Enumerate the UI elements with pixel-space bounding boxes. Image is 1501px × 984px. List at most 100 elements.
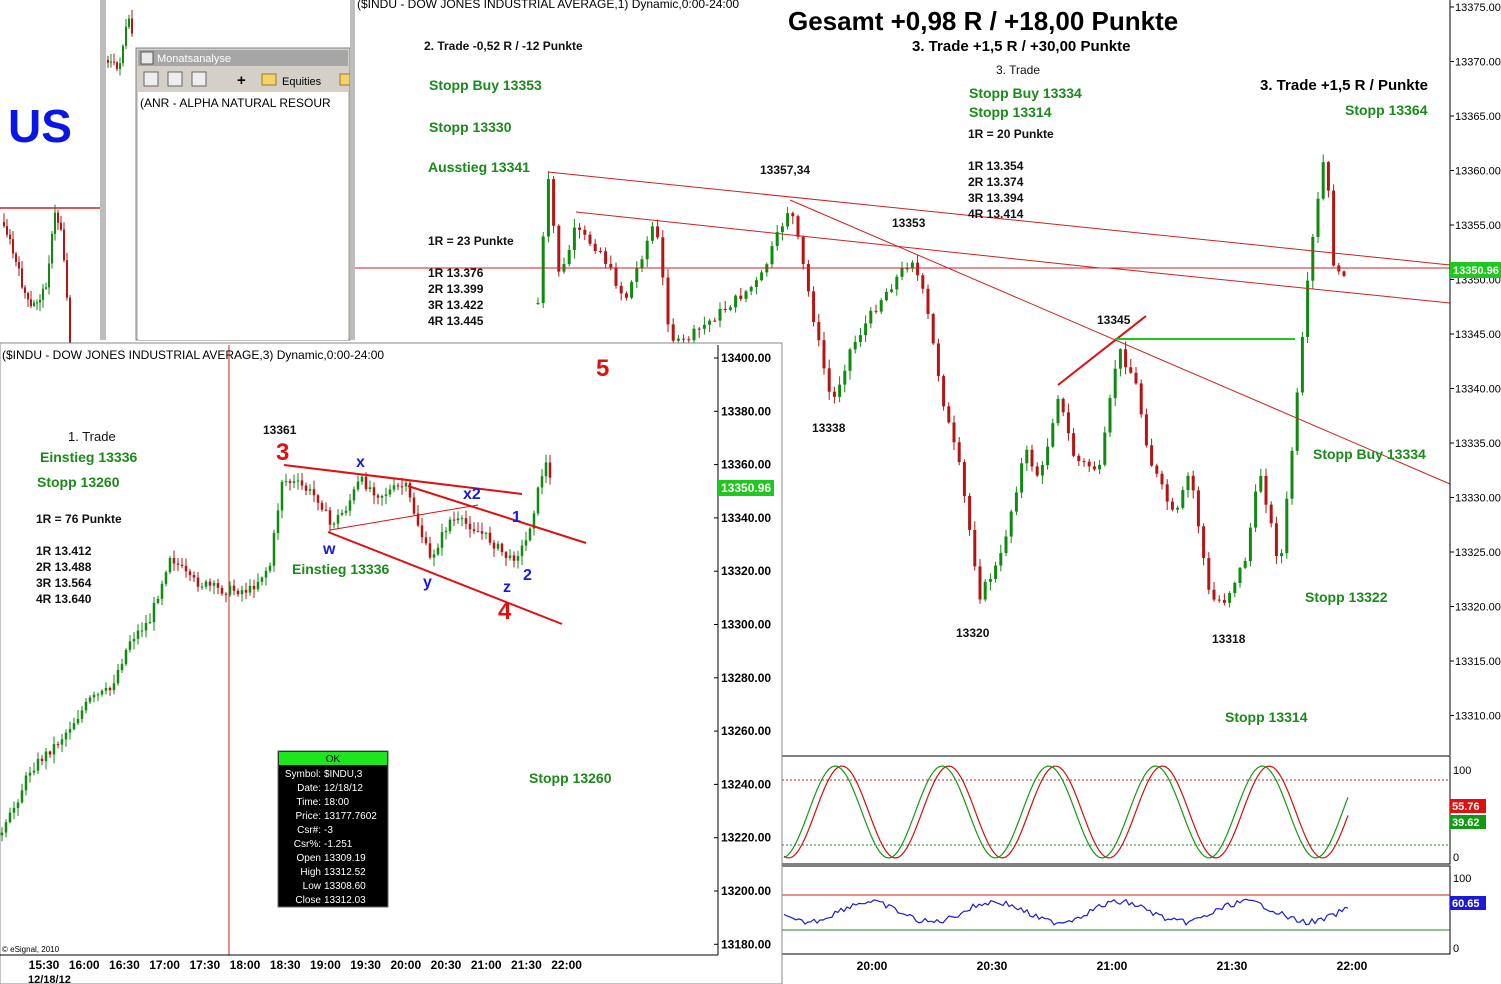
right-candle-79 [942, 376, 946, 407]
inset-candle-11 [33, 302, 35, 307]
left-candle-74 [292, 481, 296, 483]
toolbar-folder-icon[interactable] [261, 73, 277, 86]
r-level-a-3: 3R 13.422 [428, 298, 484, 312]
right-candle-91 [1004, 536, 1008, 554]
inset-candle-2 [6, 226, 8, 235]
left-r-level-2: 2R 13.488 [36, 560, 92, 574]
mini-candle-5 [119, 63, 121, 69]
toolbar-copy-icon[interactable] [191, 71, 207, 87]
inset-candle-7 [21, 268, 23, 288]
data-window-key-5: Csr%: [294, 839, 321, 850]
mini-candle-9 [131, 18, 133, 34]
left-candle-14 [52, 744, 56, 755]
right-candle-154 [1332, 190, 1336, 266]
left-x-label-5: 18:00 [230, 958, 261, 972]
inset-splitter[interactable] [100, 0, 106, 340]
right-candle-15 [609, 263, 613, 268]
left-x-labels: 15:30 16:00 16:30 17:00 17:30 18:00 18:30 19:00… [29, 958, 583, 972]
right-trendline-3 [1107, 267, 1451, 304]
oscillator-panel-2: 100 0 60.65 [781, 865, 1486, 955]
wave-4: 4 [498, 598, 512, 625]
stopp-buy-13353: Stopp Buy 13353 [429, 77, 542, 93]
left-candle-9 [32, 770, 36, 773]
right-y-label-9: 13330.00 [1455, 493, 1501, 505]
right-candle-75 [921, 275, 925, 289]
left-y-label-0: 13400.00 [721, 351, 771, 365]
right-candle-82 [957, 442, 961, 463]
inset-candle-20 [60, 222, 62, 230]
right-candle-147 [1295, 392, 1299, 451]
left-x-label-13: 22:00 [551, 958, 582, 972]
left-candle-90 [356, 481, 360, 490]
right-candle-123 [1170, 501, 1174, 510]
left-candle-73 [288, 481, 292, 483]
left-candle-122 [484, 532, 488, 534]
right-candle-105 [1077, 455, 1081, 462]
stopp-13330: Stopp 13330 [429, 119, 512, 135]
inset-candle-9 [27, 292, 29, 300]
data-window-key-3: Price: [295, 811, 321, 822]
left-x-label-9: 20:00 [390, 958, 421, 972]
right-candle-149 [1306, 280, 1310, 337]
left-candle-44 [172, 557, 176, 564]
left-candle-132 [524, 540, 528, 546]
window-titlebar[interactable] [138, 50, 348, 66]
inset-candle-4 [12, 239, 14, 254]
right-y-label-13: 13310.00 [1455, 711, 1501, 723]
mini-candle-7 [125, 26, 127, 46]
right-candle-49 [786, 213, 790, 227]
mini-candle-1 [107, 60, 109, 63]
left-candle-138 [548, 462, 552, 478]
left-candle-11 [40, 758, 44, 761]
right-candle-120 [1155, 465, 1159, 474]
right-candle-25 [661, 237, 665, 278]
right-candle-85 [973, 529, 977, 567]
right-candle-44 [760, 272, 764, 281]
window-content [138, 92, 348, 340]
left-candle-110 [436, 547, 440, 555]
left-candle-3 [8, 812, 12, 823]
left-candle-50 [196, 577, 200, 587]
stopp-buy-13334-top: Stopp Buy 13334 [969, 85, 1082, 101]
left-trendline-upper [283, 464, 523, 495]
right-candle-9 [578, 227, 582, 230]
osc2-label-100: 100 [1453, 873, 1471, 885]
osc1-label-0: 0 [1453, 852, 1459, 864]
inset-splitter-right[interactable] [350, 0, 355, 340]
data-window-ok[interactable]: OK [326, 754, 341, 765]
r-level-b-2: 2R 13.374 [968, 175, 1024, 189]
left-trendline-mid [407, 485, 587, 544]
right-candle-116 [1134, 372, 1138, 384]
mini-candle-2 [110, 61, 112, 63]
right-candle-57 [827, 368, 831, 392]
toolbar-grid-icon[interactable] [143, 71, 159, 87]
left-candle-69 [272, 533, 276, 566]
window-symbol-text: (ANR - ALPHA NATURAL RESOUR [140, 96, 331, 110]
right-candle-14 [604, 251, 608, 264]
toolbar-equities[interactable]: Equities [282, 76, 322, 88]
right-candle-35 [713, 320, 717, 322]
wave-3: 3 [276, 439, 289, 466]
inset-candle-19 [57, 212, 59, 223]
right-candle-146 [1290, 450, 1294, 499]
right-candle-83 [962, 462, 966, 496]
left-candle-21 [80, 710, 84, 719]
toolbar-add-icon[interactable]: + [237, 72, 246, 89]
left-candles [0, 454, 552, 842]
data-window-key-7: High [300, 867, 321, 878]
toolbar-folder-icon-2[interactable] [339, 73, 351, 86]
left-candle-131 [520, 545, 524, 557]
left-candle-127 [504, 552, 508, 558]
left-candle-31 [120, 664, 124, 671]
right-candle-30 [687, 339, 691, 341]
right-candle-11 [588, 234, 592, 244]
wave-5: 5 [596, 355, 609, 382]
osc2-frame [781, 865, 1451, 955]
right-candle-130 [1207, 558, 1211, 590]
ausstieg-13341: Ausstieg 13341 [428, 159, 530, 175]
left-candle-7 [24, 775, 28, 791]
data-window-ok-bg[interactable] [279, 752, 387, 765]
right-candle-77 [931, 314, 935, 344]
toolbar-table-icon[interactable] [167, 71, 183, 87]
